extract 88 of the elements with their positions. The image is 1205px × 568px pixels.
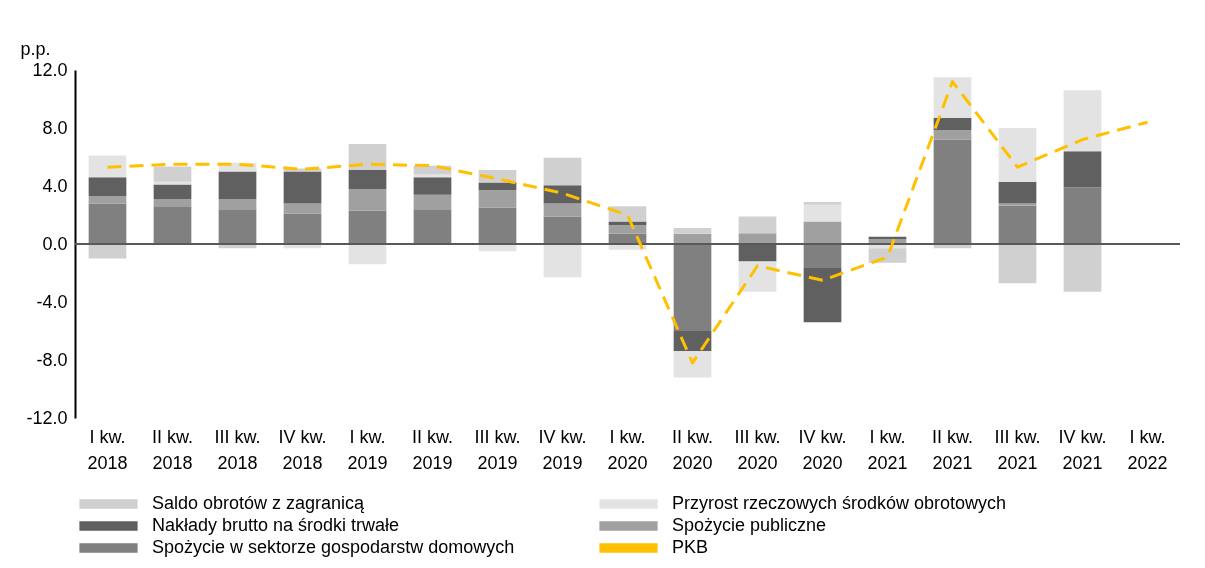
bar: [478, 182, 517, 191]
bar: [413, 177, 452, 195]
bar: [673, 351, 712, 378]
bar: [803, 244, 842, 268]
y-tick-label: 8.0: [42, 117, 68, 138]
bar: [803, 204, 842, 222]
bar: [998, 244, 1037, 284]
bar: [998, 205, 1037, 244]
bar: [153, 181, 192, 185]
bar: [153, 206, 192, 244]
x-tick-label: IV kw. 2020: [798, 426, 847, 473]
y-axis-title: p.p.: [20, 38, 51, 59]
x-tick-label: I kw. 2018: [87, 426, 128, 473]
x-tick-label: II kw. 2018: [151, 426, 194, 473]
legend-label: Spożycie w sektorze gospodarstw domowych: [152, 537, 515, 557]
x-tick-label: III kw. 2019: [474, 426, 521, 473]
bar: [413, 209, 452, 244]
bar: [998, 203, 1037, 206]
y-tick-label: 0.0: [42, 233, 68, 254]
x-tick-label: II kw. 2021: [931, 426, 974, 473]
y-tick-label: 12.0: [32, 59, 68, 80]
bar: [153, 166, 192, 182]
bar: [998, 128, 1037, 182]
bar: [348, 210, 387, 244]
x-tick-label: III kw. 2018: [214, 426, 261, 473]
bar: [1063, 187, 1102, 244]
bar: [803, 221, 842, 244]
bar: [153, 199, 192, 207]
x-tick-label: IV kw. 2021: [1058, 426, 1107, 473]
y-tick-label: -8.0: [36, 349, 68, 370]
y-tick-label: -12.0: [26, 407, 68, 428]
bar: [998, 181, 1037, 204]
bar: [868, 248, 907, 263]
y-tick-label: -4.0: [36, 291, 68, 312]
bar: [153, 184, 192, 200]
bar: [218, 199, 257, 210]
x-tick-label: II kw. 2020: [671, 426, 714, 473]
bar: [933, 77, 972, 118]
x-tick-label: III kw. 2021: [994, 426, 1041, 473]
bar: [933, 139, 972, 244]
bar: [868, 236, 907, 239]
bar: [608, 225, 647, 234]
x-tick-label: I kw. 2020: [607, 426, 648, 473]
bar: [348, 188, 387, 211]
bar: [218, 171, 257, 200]
bar: [673, 228, 712, 234]
bar: [933, 130, 972, 140]
bar: [543, 157, 582, 186]
bar: [478, 190, 517, 208]
bar: [1063, 151, 1102, 188]
legend-label: Spożycie publiczne: [672, 515, 827, 535]
bar: [413, 194, 452, 210]
bar: [673, 244, 712, 331]
bar: [738, 233, 777, 244]
line-series: [106, 80, 1149, 365]
bar: [218, 209, 257, 244]
bar: [88, 196, 127, 204]
bar: [738, 216, 777, 234]
y-tick-label: 4.0: [42, 175, 68, 196]
bar: [88, 177, 127, 197]
bar: [543, 216, 582, 244]
legend-label: Nakłady brutto na środki trwałe: [152, 515, 400, 535]
bar: [283, 203, 322, 214]
x-tick-label: I kw. 2019: [347, 426, 388, 473]
x-tick-label: I kw. 2021: [867, 426, 908, 473]
x-tick-label: IV kw. 2018: [278, 426, 327, 473]
bar: [543, 203, 582, 217]
bar: [88, 244, 127, 259]
x-tick-label: IV kw. 2019: [538, 426, 587, 473]
legend-label: Przyrost rzeczowych środków obrotowych: [672, 493, 1007, 513]
bar: [88, 155, 127, 178]
legend-label: PKB: [672, 537, 709, 557]
bar: [283, 171, 322, 204]
bar: [543, 244, 582, 278]
bar: [1063, 244, 1102, 292]
bar: [348, 170, 387, 189]
bar: [348, 244, 387, 265]
bar: [413, 174, 452, 178]
bar: [283, 213, 322, 244]
x-tick-label: I kw. 2022: [1127, 426, 1168, 473]
bar: [738, 261, 777, 292]
legend-label: Saldo obrotów z zagranicą: [152, 493, 366, 513]
bar: [478, 207, 517, 244]
bar: [88, 203, 127, 244]
x-tick-label: II kw. 2019: [411, 426, 454, 473]
bar: [1063, 90, 1102, 152]
bar: [803, 267, 842, 323]
x-tick-label: III kw. 2020: [734, 426, 781, 473]
